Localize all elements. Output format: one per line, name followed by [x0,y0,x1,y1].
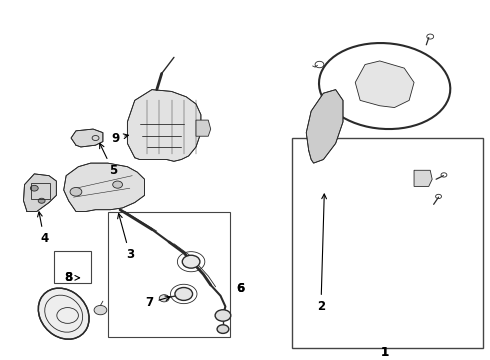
Text: 4: 4 [38,212,48,245]
Circle shape [182,255,200,268]
Circle shape [113,181,122,188]
Circle shape [38,198,45,203]
Text: 1: 1 [381,346,389,359]
Text: 2: 2 [317,194,326,313]
Text: 9: 9 [111,131,128,144]
Polygon shape [71,129,103,147]
Text: 8: 8 [65,271,73,284]
Ellipse shape [38,288,89,339]
Bar [108,212,230,337]
Text: 8: 8 [65,271,79,284]
Text: 5: 5 [99,143,117,177]
Polygon shape [196,120,211,136]
Bar [31,183,50,199]
Circle shape [70,188,82,196]
Text: 3: 3 [118,213,134,261]
Circle shape [30,185,38,191]
Polygon shape [414,170,432,186]
Circle shape [217,325,229,333]
Text: 6: 6 [236,282,244,295]
Text: 1: 1 [381,346,389,359]
Circle shape [159,295,169,302]
Polygon shape [355,61,414,108]
Bar [54,251,91,283]
Text: 7: 7 [146,296,170,310]
Polygon shape [64,163,145,212]
Polygon shape [306,90,343,163]
Circle shape [175,288,193,300]
Circle shape [94,305,107,315]
Polygon shape [127,90,201,161]
Circle shape [215,310,231,321]
Polygon shape [24,174,56,212]
Text: 6: 6 [236,282,244,295]
Bar [292,138,483,348]
